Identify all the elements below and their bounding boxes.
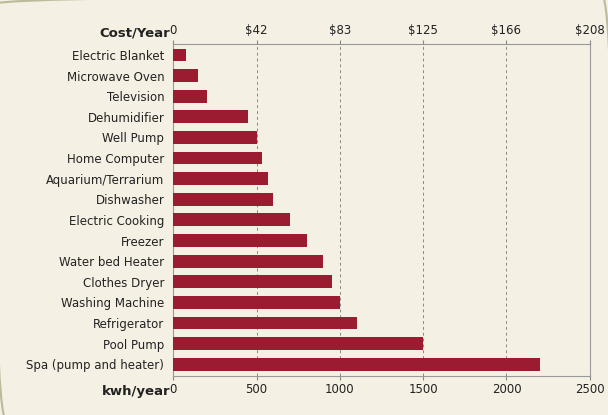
- Bar: [173, 172, 268, 185]
- Bar: [173, 193, 273, 206]
- Text: kwh/year: kwh/year: [102, 385, 170, 398]
- Bar: [173, 131, 257, 144]
- Bar: [173, 255, 323, 268]
- Bar: [173, 49, 186, 61]
- Bar: [173, 90, 207, 103]
- Bar: [173, 234, 306, 247]
- Bar: [173, 110, 248, 123]
- Bar: [173, 337, 423, 350]
- Bar: [173, 213, 290, 226]
- Text: Cost/Year: Cost/Year: [100, 27, 170, 40]
- Bar: [173, 276, 331, 288]
- Bar: [173, 151, 261, 164]
- Bar: [173, 69, 198, 82]
- Bar: [173, 296, 340, 309]
- Bar: [173, 358, 540, 371]
- Bar: [173, 317, 356, 330]
